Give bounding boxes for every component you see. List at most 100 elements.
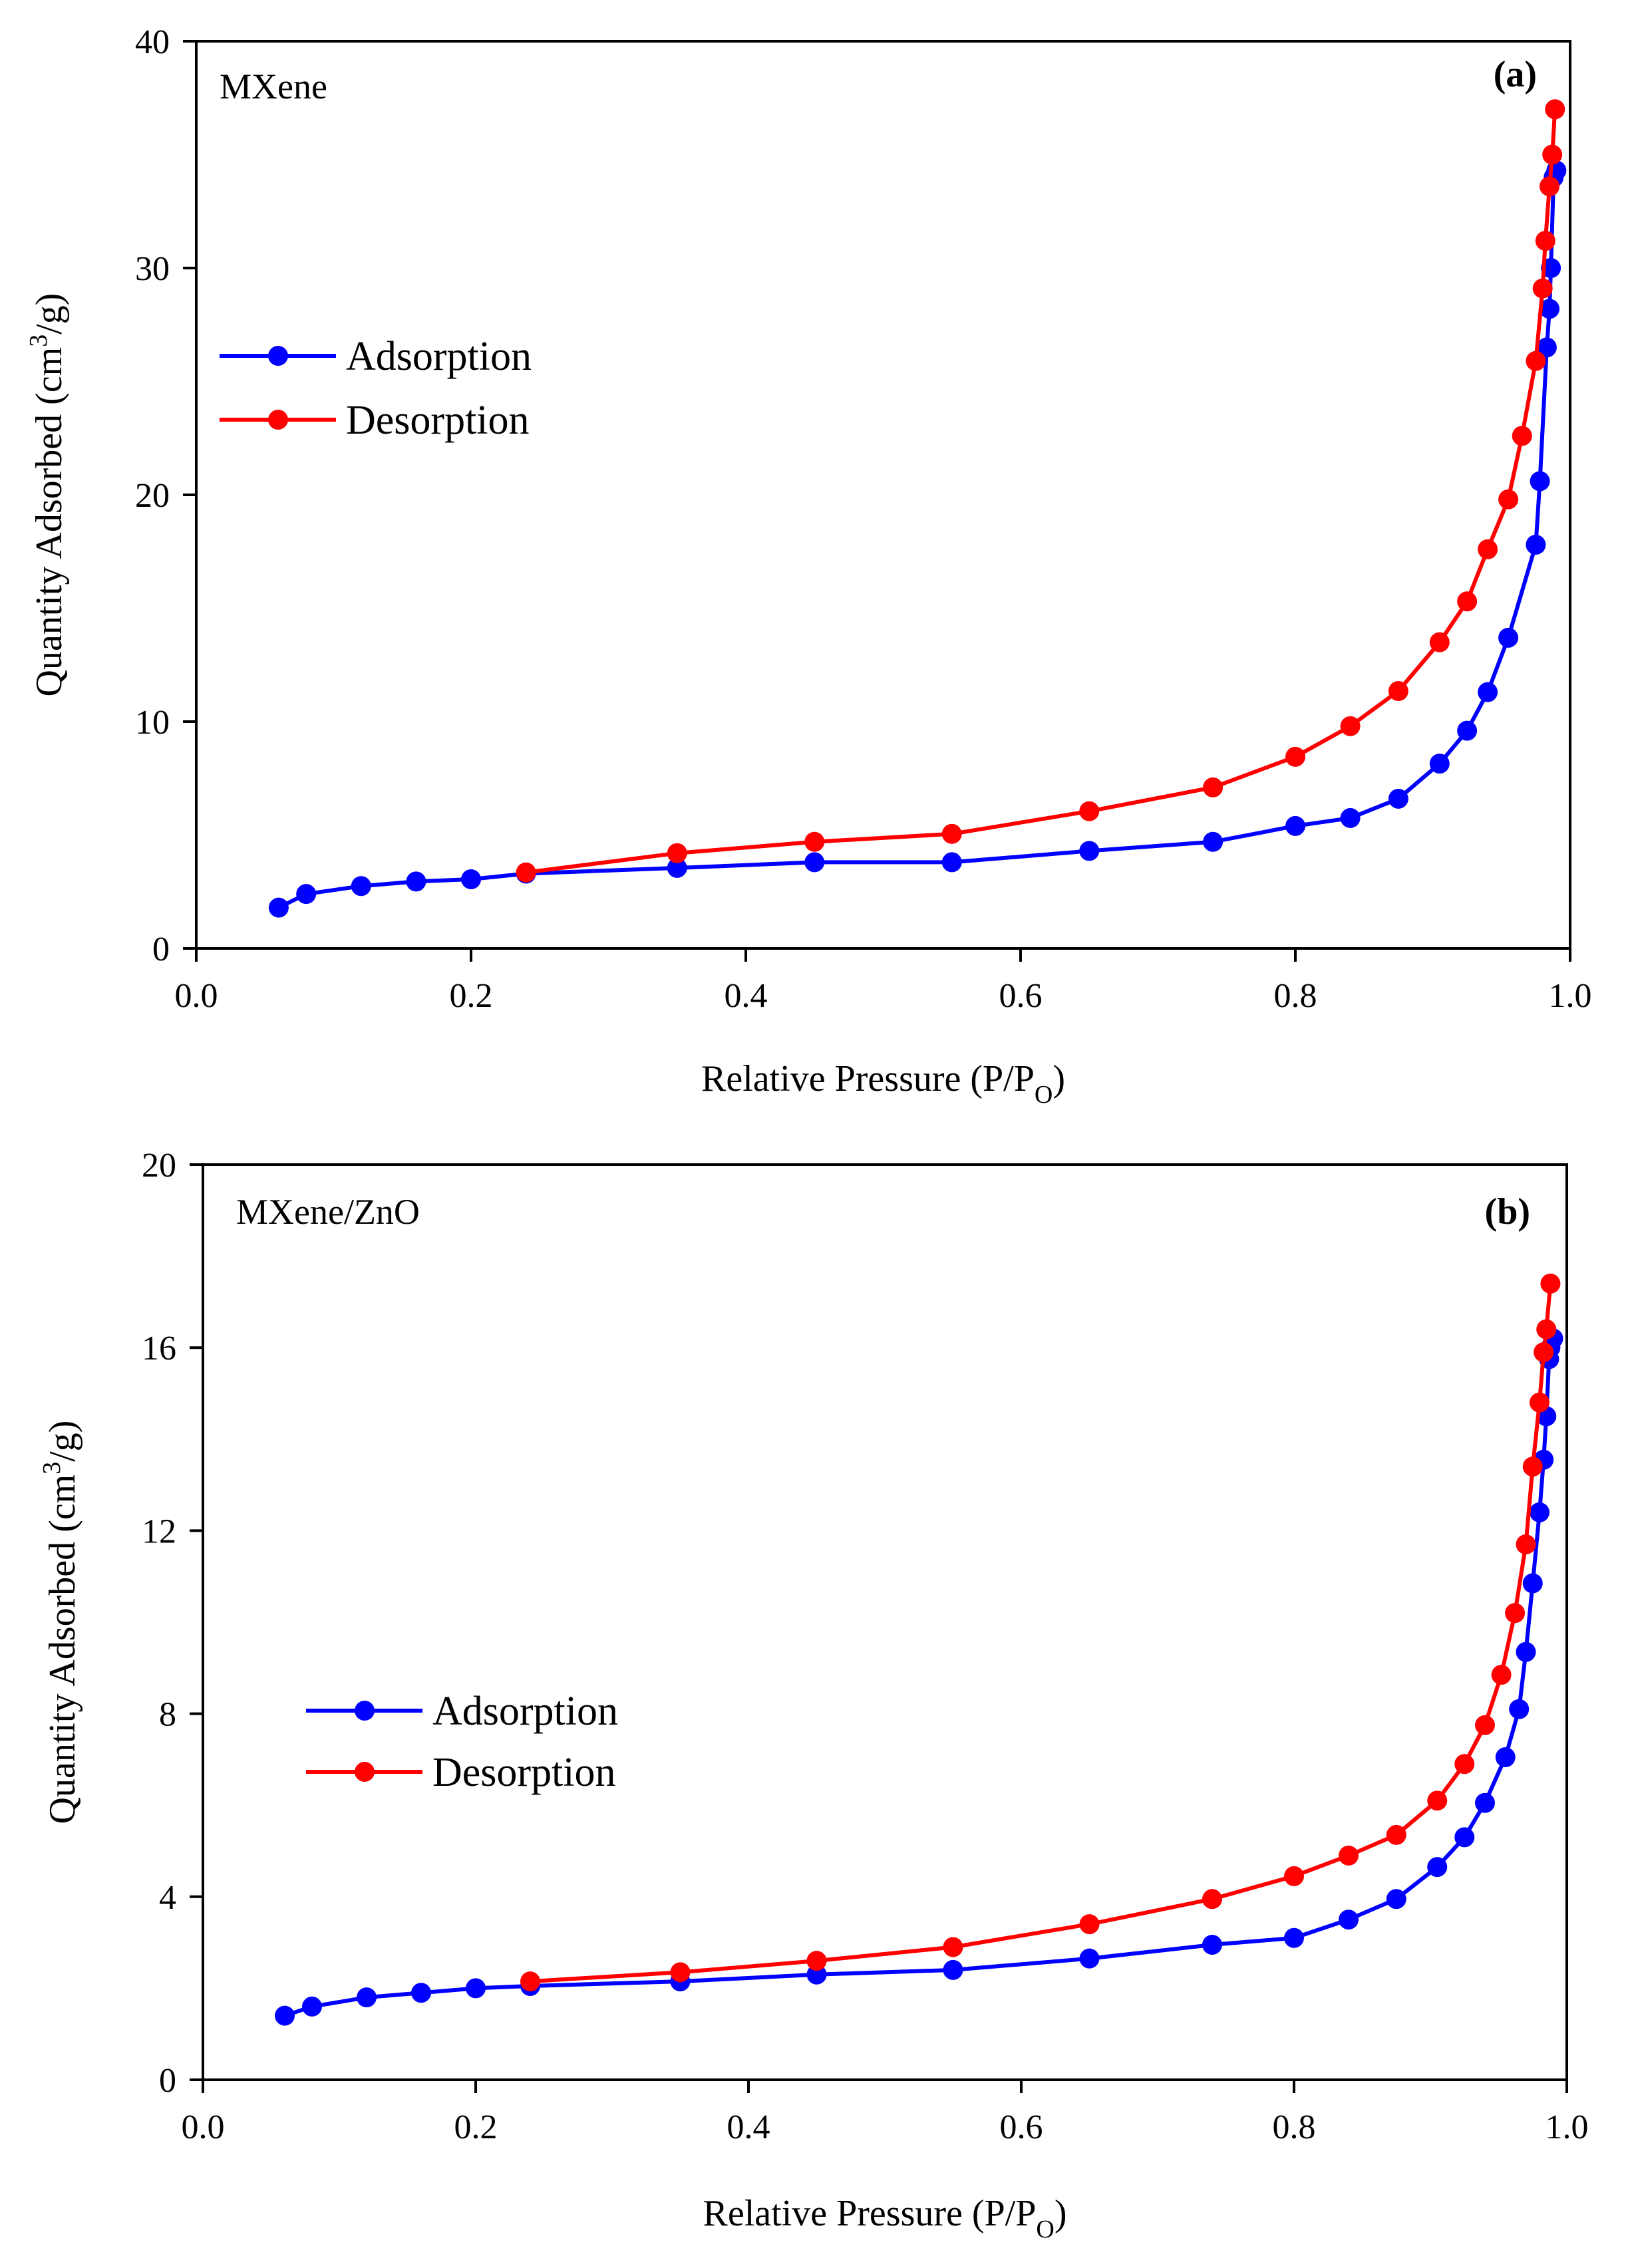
desorption-point	[1388, 680, 1408, 701]
chart-panel-b: 0.0 0.2 0.4 0.6 0.8 1.0 0 4 8 12 16 20 Relative Pres…	[38, 1147, 1589, 2243]
desorption-point	[1545, 99, 1565, 120]
adsorption-point	[1526, 535, 1546, 555]
adsorption-point	[411, 1983, 431, 2003]
y-tick-label: 10	[135, 704, 170, 742]
y-axis-title: Quantity Adsorbed (cm3/g)	[25, 293, 70, 697]
adsorption-point	[667, 857, 687, 878]
adsorption-point	[268, 897, 289, 918]
adsorption-point	[1454, 1827, 1475, 1848]
desorption-point	[1535, 231, 1555, 251]
desorption-point	[1475, 1715, 1495, 1735]
desorption-point	[670, 1962, 691, 1983]
desorption-point	[1512, 426, 1532, 446]
adsorption-point	[1079, 1948, 1100, 1969]
adsorption-point	[1202, 1935, 1222, 1955]
adsorption-point	[1509, 1699, 1530, 1719]
adsorption-point	[1522, 1573, 1543, 1594]
desorption-point	[1536, 1319, 1557, 1340]
legend-adsorption-marker	[355, 1701, 375, 1721]
adsorption-point	[357, 1987, 377, 2008]
desorption-point	[1079, 801, 1100, 821]
desorption-point	[1457, 591, 1478, 612]
x-axis-title: Relative Pressure (P/PO)	[701, 1058, 1065, 1109]
desorption-point	[1202, 1889, 1222, 1910]
adsorption-point	[466, 1978, 486, 1999]
desorption-point	[1429, 632, 1450, 652]
y-tick-label: 0	[159, 2062, 176, 2100]
legend-adsorption-label: Adsorption	[432, 1689, 618, 1734]
desorption-point	[1516, 1534, 1536, 1555]
desorption-point	[1339, 1845, 1359, 1866]
adsorption-point	[1457, 720, 1478, 741]
panel-label: (b)	[1485, 1191, 1530, 1232]
legend-adsorption-marker	[268, 346, 288, 366]
desorption-point	[1427, 1790, 1448, 1811]
adsorption-point	[943, 1959, 963, 1980]
x-tick-label: 0.6	[1000, 2108, 1043, 2146]
y-tick-label: 4	[159, 1879, 176, 1917]
desorption-point	[667, 843, 687, 863]
desorption-point	[804, 831, 825, 852]
adsorption-point	[1530, 471, 1550, 492]
y-tick-label: 20	[142, 1147, 176, 1185]
desorption-point	[1491, 1665, 1512, 1685]
desorption-point	[1505, 1603, 1526, 1624]
sample-label: MXene	[220, 67, 327, 106]
adsorption-point	[1339, 1910, 1359, 1930]
x-tick-label: 0.2	[454, 2108, 498, 2146]
legend-desorption-label: Desorption	[432, 1750, 616, 1795]
adsorption-point	[296, 884, 317, 905]
desorption-point	[1284, 1866, 1304, 1886]
desorption-point	[1498, 489, 1519, 509]
adsorption-point	[804, 852, 825, 873]
adsorption-point	[1429, 754, 1450, 774]
desorption-point	[1478, 539, 1498, 559]
desorption-point	[1285, 746, 1305, 767]
desorption-point	[1530, 1392, 1549, 1413]
desorption-point	[520, 1971, 540, 1992]
adsorption-point	[1540, 299, 1560, 319]
adsorption-point	[1386, 1889, 1406, 1910]
adsorption-point	[406, 871, 426, 892]
chart-panel-a: 0.0 0.2 0.4 0.6 0.8 1.0 0 10 20 30 40 Relative Pres…	[25, 23, 1592, 1109]
y-tick-label: 30	[135, 250, 170, 288]
x-tick-label: 1.0	[1549, 977, 1592, 1015]
legend-adsorption-label: Adsorption	[346, 334, 532, 379]
desorption-point	[1540, 1273, 1561, 1294]
legend-desorption-marker	[268, 410, 288, 430]
adsorption-point	[275, 2005, 295, 2026]
x-tick-label: 0.0	[182, 2108, 225, 2146]
panel-label: (a)	[1494, 54, 1537, 95]
desorption-point	[1532, 278, 1553, 299]
sample-label: MXene/ZnO	[236, 1192, 420, 1232]
adsorption-point	[1427, 1857, 1448, 1878]
desorption-point	[943, 1937, 963, 1957]
legend-desorption-marker	[355, 1762, 375, 1782]
adsorption-point	[1388, 788, 1408, 809]
adsorption-point	[1340, 807, 1361, 828]
x-axis-title: Relative Pressure (P/PO)	[703, 2193, 1067, 2243]
adsorption-point	[351, 876, 371, 897]
desorption-point	[1522, 1457, 1543, 1477]
legend-desorption-label: Desorption	[346, 398, 530, 443]
desorption-point	[1079, 1914, 1100, 1935]
adsorption-point	[1516, 1641, 1536, 1662]
desorption-line	[530, 1283, 1553, 1984]
adsorption-point	[1530, 1502, 1549, 1522]
desorption-point	[806, 1951, 827, 1971]
y-tick-label: 20	[135, 477, 170, 515]
adsorption-point	[1478, 682, 1498, 702]
desorption-point	[1542, 144, 1563, 165]
desorption-point	[516, 862, 536, 883]
y-tick-label: 40	[135, 23, 170, 61]
adsorption-point	[1284, 1927, 1304, 1948]
desorption-point	[941, 823, 962, 844]
x-tick-label: 0.4	[727, 2108, 770, 2146]
adsorption-point	[1498, 627, 1519, 648]
y-axis-title: Quantity Adsorbed (cm3/g)	[38, 1421, 83, 1824]
desorption-point	[1540, 176, 1560, 197]
adsorption-point	[302, 1996, 322, 2017]
desorption-point	[1526, 351, 1546, 371]
adsorption-point	[1285, 815, 1305, 836]
